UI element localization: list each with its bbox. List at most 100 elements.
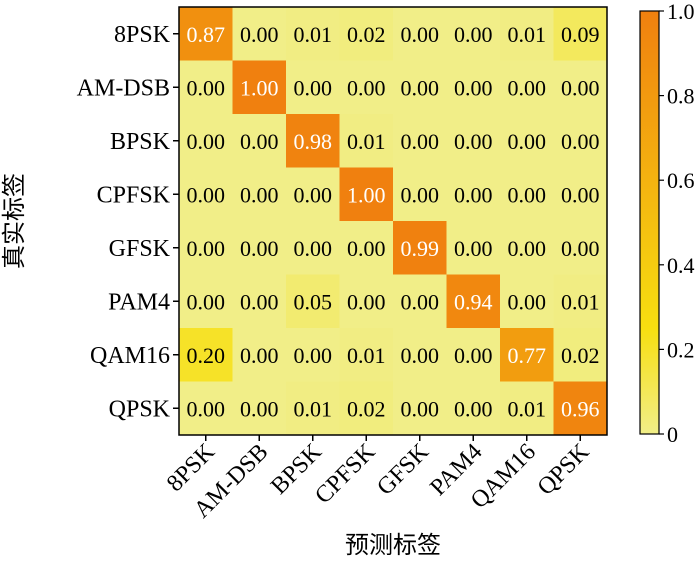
cell-value-label: 0.00 xyxy=(240,289,279,314)
cell-value-label: 0.01 xyxy=(294,22,333,47)
heatmap-cell xyxy=(339,60,394,115)
cell-value-label: 0.00 xyxy=(454,75,493,100)
cell-value-label: 0.94 xyxy=(454,289,493,314)
y-axis-label: 真实标签 xyxy=(1,173,28,269)
heatmap-cell xyxy=(393,60,447,115)
cell-value-label: 1.00 xyxy=(240,75,279,100)
heatmap-cell xyxy=(553,381,608,436)
cell-value-label: 0.01 xyxy=(347,343,386,368)
cell-value-label: 0.02 xyxy=(347,22,386,47)
cell-value-label: 0.00 xyxy=(187,182,226,207)
cell-value-label: 0.00 xyxy=(187,396,226,421)
cell-value-label: 0.20 xyxy=(187,343,226,368)
heatmap-cell xyxy=(286,274,340,329)
heatmap-cell xyxy=(179,381,233,436)
heatmap-cell xyxy=(446,60,501,115)
cell-value-label: 0.00 xyxy=(240,22,279,47)
cell-value-label: 0.87 xyxy=(187,22,226,47)
cell-value-label: 0.99 xyxy=(401,236,440,261)
heatmap-cell xyxy=(553,167,608,222)
cell-value-label: 0.00 xyxy=(454,22,493,47)
cell-value-label: 0.00 xyxy=(347,289,386,314)
cell-value-label: 0.00 xyxy=(454,396,493,421)
cell-value-label: 0.00 xyxy=(187,129,226,154)
cell-value-label: 0.00 xyxy=(401,182,440,207)
heatmap-cell xyxy=(446,7,501,61)
cell-value-label: 0.00 xyxy=(347,236,386,261)
heatmap-cell xyxy=(500,221,554,275)
heatmap-cell xyxy=(179,60,233,115)
cell-value-label: 0.00 xyxy=(508,236,547,261)
heatmap-cell xyxy=(232,381,287,436)
colorbar-tick-label: 0.6 xyxy=(667,168,695,193)
cell-value-label: 1.00 xyxy=(347,182,386,207)
heatmap-cell xyxy=(393,381,447,436)
cell-value-label: 0.00 xyxy=(187,289,226,314)
heatmap-cell xyxy=(446,221,501,275)
heatmap-cell xyxy=(553,114,608,168)
heatmap-cell xyxy=(500,328,554,382)
cell-value-label: 0.00 xyxy=(508,289,547,314)
heatmap-cell xyxy=(339,381,394,436)
heatmap-cell xyxy=(446,167,501,222)
cell-value-label: 0.00 xyxy=(401,75,440,100)
heatmap-cell xyxy=(553,221,608,275)
x-tick-label: QPSK xyxy=(533,438,595,500)
cell-value-label: 0.00 xyxy=(561,129,600,154)
heatmap-cell xyxy=(553,274,608,329)
colorbar-tick-label: 1.0 xyxy=(667,0,695,24)
cell-value-label: 0.00 xyxy=(401,289,440,314)
cell-value-label: 0.05 xyxy=(294,289,333,314)
y-tick-label: PAM4 xyxy=(108,289,170,315)
heatmap-cell-labels: 0.87 0.00 0.01 0.02 0.00 0.00 0.01 0.09 0.00 1.00… xyxy=(187,22,600,422)
x-tick-label: GFSK xyxy=(372,438,434,500)
cell-value-label: 0.00 xyxy=(294,182,333,207)
heatmap-cell xyxy=(553,7,608,61)
cell-value-label: 0.96 xyxy=(561,396,600,421)
heatmap-cell xyxy=(179,7,233,61)
cell-value-label: 0.00 xyxy=(187,236,226,261)
cell-value-label: 0.00 xyxy=(240,343,279,368)
heatmap-cell xyxy=(339,114,394,168)
cell-value-label: 0.77 xyxy=(508,343,547,368)
heatmap-cell xyxy=(232,7,287,61)
heatmap-cell xyxy=(500,274,554,329)
heatmap-cell xyxy=(179,274,233,329)
x-tick-label: CPFSK xyxy=(310,438,381,509)
x-axis-label: 预测标签 xyxy=(345,532,441,559)
heatmap-cell xyxy=(500,7,554,61)
heatmap-cell xyxy=(393,328,447,382)
cell-value-label: 0.00 xyxy=(401,343,440,368)
cell-value-label: 0.00 xyxy=(508,75,547,100)
heatmap-cell xyxy=(286,60,340,115)
cell-value-label: 0.01 xyxy=(561,289,600,314)
heatmap-cells xyxy=(179,7,608,436)
colorbar-tick-label: 0 xyxy=(667,422,678,447)
heatmap-cell xyxy=(339,328,394,382)
heatmap-cell xyxy=(286,114,340,168)
heatmap-cell xyxy=(232,328,287,382)
heatmap-cell xyxy=(179,328,233,382)
heatmap-cell xyxy=(339,7,394,61)
y-tick-label: QPSK xyxy=(109,396,171,422)
y-tick-label: 8PSK xyxy=(114,22,171,48)
y-tick-label: AM-DSB xyxy=(77,75,170,101)
cell-value-label: 0.00 xyxy=(401,396,440,421)
heatmap-cell xyxy=(286,167,340,222)
heatmap-cell xyxy=(500,60,554,115)
heatmap-cell xyxy=(446,114,501,168)
colorbar-tick-label: 0.2 xyxy=(667,337,695,362)
heatmap-cell xyxy=(179,114,233,168)
heatmap-cell xyxy=(393,167,447,222)
colorbar-tick-label: 0.4 xyxy=(667,253,695,278)
cell-value-label: 0.01 xyxy=(508,396,547,421)
heatmap-cell xyxy=(339,221,394,275)
cell-value-label: 0.00 xyxy=(561,75,600,100)
cell-value-label: 0.00 xyxy=(294,236,333,261)
cell-value-label: 0.00 xyxy=(454,236,493,261)
cell-value-label: 0.00 xyxy=(240,129,279,154)
cell-value-label: 0.01 xyxy=(294,396,333,421)
heatmap-cell xyxy=(446,381,501,436)
